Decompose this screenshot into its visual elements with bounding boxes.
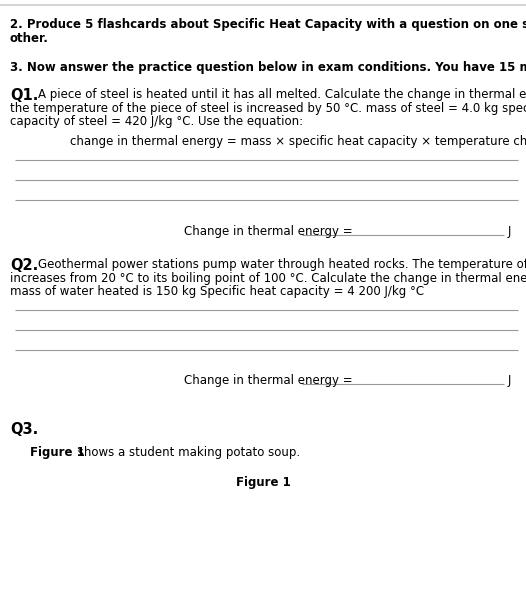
Text: increases from 20 °C to its boiling point of 100 °C. Calculate the change in the: increases from 20 °C to its boiling poin… — [10, 272, 526, 285]
Text: Q2.: Q2. — [10, 258, 38, 273]
Text: J: J — [508, 375, 511, 387]
Text: A piece of steel is heated until it has all melted. Calculate the change in ther: A piece of steel is heated until it has … — [38, 88, 526, 101]
Text: Q3.: Q3. — [10, 422, 38, 437]
Text: J: J — [508, 225, 511, 238]
Text: Figure 1: Figure 1 — [236, 476, 290, 489]
Text: Change in thermal energy =: Change in thermal energy = — [184, 225, 353, 238]
Text: the temperature of the piece of steel is increased by 50 °C. mass of steel = 4.0: the temperature of the piece of steel is… — [10, 102, 526, 115]
Text: mass of water heated is 150 kg Specific heat capacity = 4 200 J/kg °C: mass of water heated is 150 kg Specific … — [10, 286, 424, 298]
Text: capacity of steel = 420 J/kg °C. Use the equation:: capacity of steel = 420 J/kg °C. Use the… — [10, 115, 303, 128]
Text: Q1.: Q1. — [10, 88, 38, 103]
Text: shows a student making potato soup.: shows a student making potato soup. — [74, 446, 300, 459]
Text: Figure 1: Figure 1 — [30, 446, 85, 459]
Text: 3. Now answer the practice question below in exam conditions. You have 15 minute: 3. Now answer the practice question belo… — [10, 61, 526, 74]
Text: change in thermal energy = mass × specific heat capacity × temperature change: change in thermal energy = mass × specif… — [70, 136, 526, 149]
Text: Geothermal power stations pump water through heated rocks. The temperature of th: Geothermal power stations pump water thr… — [38, 258, 526, 271]
Text: other.: other. — [10, 31, 49, 44]
Text: 2. Produce 5 flashcards about Specific Heat Capacity with a question on one side: 2. Produce 5 flashcards about Specific H… — [10, 18, 526, 31]
Text: Change in thermal energy =: Change in thermal energy = — [184, 375, 353, 387]
